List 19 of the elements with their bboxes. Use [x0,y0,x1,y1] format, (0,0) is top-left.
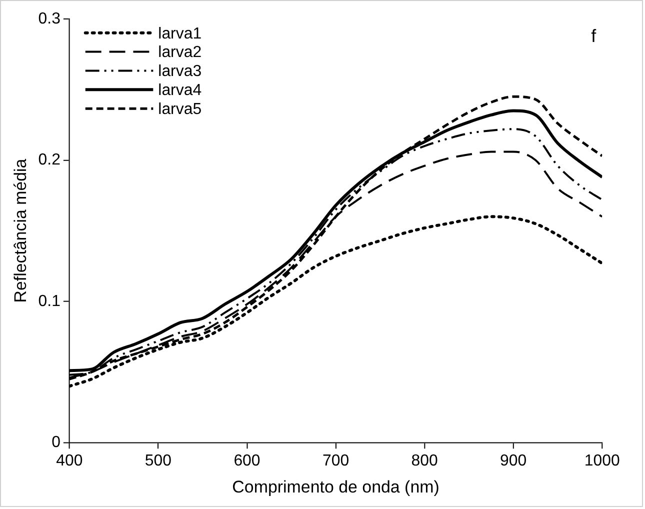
legend-label: larva4 [158,82,202,100]
legend-label: larva5 [158,100,202,118]
x-tick-label: 900 [500,452,527,470]
y-tick-label: 0 [52,434,61,452]
legend-label: larva3 [158,63,202,80]
y-tick-label: 0.1 [38,292,61,310]
x-tick-label: 500 [144,452,172,470]
annotation: f [591,26,596,46]
x-tick-label: 600 [234,452,260,470]
x-tick-label: 1000 [584,452,620,470]
x-tick-label: 400 [56,452,83,470]
y-tick-label: 0.3 [38,10,61,28]
legend-label: larva1 [158,25,202,42]
x-tick-label: 700 [322,452,350,470]
x-tick-label: 800 [411,452,438,470]
y-tick-label: 0.2 [38,152,61,169]
x-axis-title: Comprimento de onda (nm) [232,478,440,497]
legend-label: larva2 [158,44,202,62]
y-axis-title: Reflectância média [10,158,30,303]
